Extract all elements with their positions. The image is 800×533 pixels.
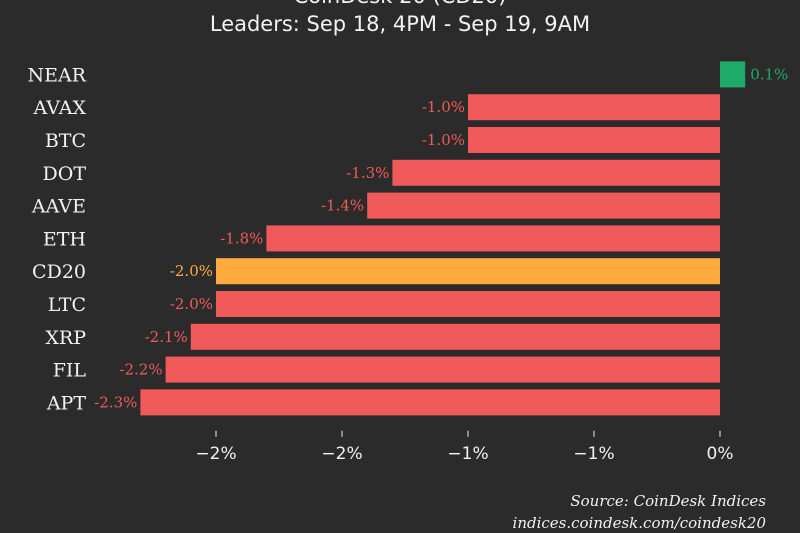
category-label-avax: AVAX [33, 97, 87, 119]
bar-apt [140, 389, 720, 416]
category-label-dot: DOT [43, 163, 87, 185]
bar-avax [468, 94, 720, 121]
x-tick-label: −2% [195, 444, 236, 464]
source-line: Source: CoinDesk Indices [570, 492, 766, 510]
category-label-near: NEAR [27, 64, 86, 86]
value-label-avax: -1.0% [422, 98, 465, 116]
value-label-eth: -1.8% [220, 229, 263, 247]
value-label-btc: -1.0% [422, 131, 465, 149]
bar-xrp [190, 323, 721, 350]
category-label-fil: FIL [53, 360, 87, 382]
value-label-apt: -2.3% [94, 393, 137, 411]
bars-layer: NEAR 0.1% AVAX -1.0% BTC -1.0% DOT -1.3% AAVE -1.… [27, 61, 788, 416]
value-label-xrp: -2.1% [145, 328, 188, 346]
x-tick-label: 0% [707, 444, 734, 464]
category-label-apt: APT [46, 392, 87, 414]
category-label-ltc: LTC [48, 294, 86, 316]
x-tick-label: −1% [447, 444, 488, 464]
category-label-eth: ETH [43, 228, 86, 250]
category-label-aave: AAVE [31, 196, 86, 218]
value-label-aave: -1.4% [321, 197, 364, 215]
bar-ltc [216, 291, 720, 317]
bar-eth [266, 225, 720, 252]
bar-aave [367, 192, 720, 219]
bar-fil [165, 356, 721, 383]
bar-dot [392, 159, 720, 186]
value-label-cd20: -2.0% [170, 262, 213, 280]
x-tick-label: −2% [321, 444, 362, 464]
category-label-cd20: CD20 [32, 261, 86, 283]
bar-btc [468, 127, 720, 153]
chart-subtitle: Leaders: Sep 18, 4PM - Sep 19, 9AM [210, 12, 590, 36]
source-url: indices.coindesk.com/coindesk20 [513, 514, 767, 532]
value-label-ltc: -2.0% [170, 295, 213, 313]
value-label-fil: -2.2% [119, 361, 162, 379]
value-label-dot: -1.3% [346, 164, 389, 182]
category-label-xrp: XRP [45, 327, 86, 349]
chart-title: CoinDesk 20 (CD20) [294, 0, 507, 8]
x-tick-label: −1% [573, 444, 614, 464]
x-axis: −2% −2% −1% −1% 0% [195, 430, 734, 464]
category-label-btc: BTC [45, 130, 86, 152]
value-label-near: 0.1% [750, 65, 788, 83]
bar-near [720, 61, 746, 88]
bar-cd20 [216, 258, 720, 285]
